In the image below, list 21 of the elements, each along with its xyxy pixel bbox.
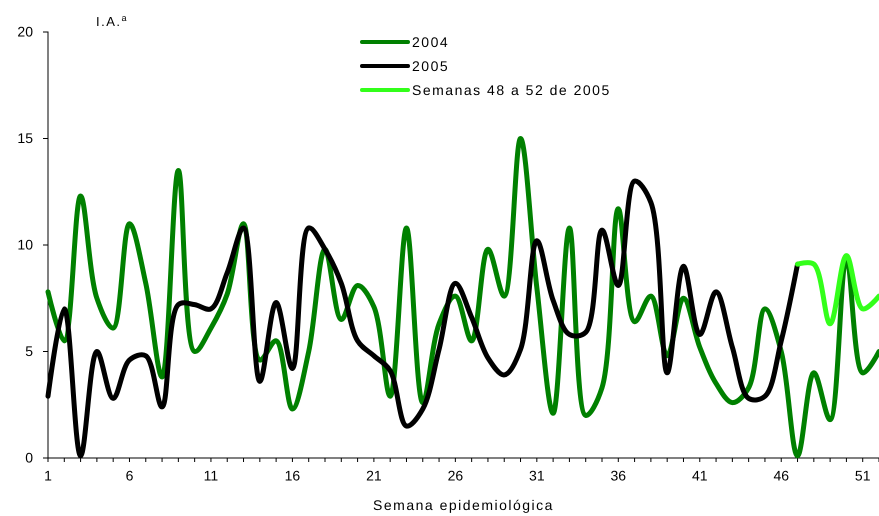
x-tick-label: 51 — [854, 467, 871, 484]
y-tick-label: 10 — [17, 236, 34, 252]
x-tick-label: 41 — [692, 467, 708, 484]
y-tick-label: 5 — [25, 342, 34, 359]
x-tick-label: 16 — [284, 467, 300, 484]
x-tick-label: 26 — [448, 467, 464, 484]
x-tick-label: 1 — [44, 467, 52, 484]
y-tick-label: 20 — [17, 23, 34, 40]
legend-label: 2005 — [412, 58, 450, 74]
legend-label: 2004 — [412, 34, 450, 50]
x-tick-label: 6 — [126, 467, 134, 484]
y-axis-title: I.A.$^{a}$ — [96, 13, 128, 29]
x-axis-title: Semana epidemiológica — [373, 497, 554, 513]
x-tick-label: 46 — [773, 467, 790, 484]
x-tick-label: 36 — [610, 467, 626, 484]
x-tick-label: 11 — [204, 467, 218, 484]
y-tick-label: 15 — [17, 130, 34, 146]
legend-label: Semanas 48 a 52 de 2005 — [412, 82, 611, 98]
y-tick-label: 0 — [25, 449, 34, 466]
x-tick-label: 21 — [366, 467, 382, 484]
x-tick-label: 31 — [529, 467, 545, 484]
